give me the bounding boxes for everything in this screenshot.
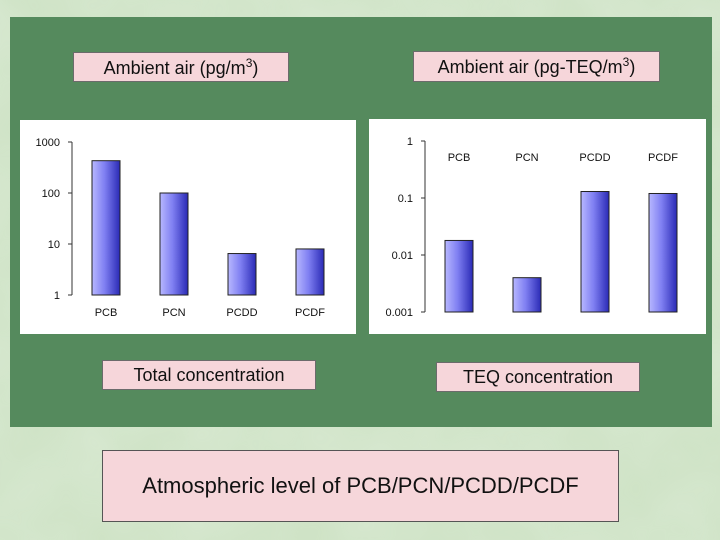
y-tick-label: 10 — [48, 239, 60, 251]
category-label: PCB — [448, 152, 471, 164]
total-concentration-label-text: Total concentration — [133, 364, 285, 385]
y-tick-label: 100 — [42, 188, 60, 200]
superscript-3: 3 — [245, 55, 253, 70]
right-chart-title-text: Ambient air (pg-TEQ/m3) — [437, 55, 636, 77]
y-tick-label: 0.1 — [398, 193, 413, 205]
superscript-3: 3 — [622, 55, 630, 69]
y-tick-label: 1 — [407, 136, 413, 148]
total-concentration-chart: 1 10 100 1000 PCB PCN PCDD PCDF — [20, 120, 356, 334]
bar-pcb — [91, 160, 121, 296]
left-chart-title: Ambient air (pg/m3) — [73, 52, 289, 82]
bar-pcdf — [648, 192, 678, 313]
slide-caption-text: Atmospheric level of PCB/PCN/PCDD/PCDF — [142, 473, 579, 498]
category-label: PCDD — [579, 152, 610, 164]
right-chart-title: Ambient air (pg-TEQ/m3) — [413, 51, 660, 82]
teq-concentration-label: TEQ concentration — [436, 362, 640, 392]
category-label: PCN — [515, 152, 538, 164]
total-concentration-plot: 1 10 100 1000 PCB PCN PCDD PCDF — [36, 137, 326, 319]
teq-concentration-plot: 0.001 0.01 0.1 1 PCB PCN PCDD PCDF — [385, 136, 678, 319]
total-concentration-label: Total concentration — [102, 360, 316, 390]
bar-pcdd — [227, 253, 257, 296]
bar-pcn — [512, 277, 542, 313]
slide-caption: Atmospheric level of PCB/PCN/PCDD/PCDF — [102, 450, 619, 522]
category-label: PCN — [162, 307, 185, 319]
category-label: PCDD — [226, 307, 257, 319]
y-tick-label: 0.001 — [385, 307, 413, 319]
bar-pcdd — [580, 191, 610, 313]
y-tick-label: 0.01 — [392, 250, 413, 262]
y-tick-label: 1000 — [36, 137, 60, 149]
teq-concentration-label-text: TEQ concentration — [462, 366, 614, 387]
category-label: PCDF — [295, 307, 325, 319]
bar-pcb — [444, 239, 474, 313]
category-label: PCB — [95, 307, 118, 319]
bar-pcn — [159, 192, 189, 296]
bar-pcdf — [295, 248, 325, 296]
left-chart-title-text: Ambient air (pg/m3) — [103, 55, 259, 78]
category-label: PCDF — [648, 152, 678, 164]
y-tick-label: 1 — [54, 290, 60, 302]
teq-concentration-chart: 0.001 0.01 0.1 1 PCB PCN PCDD PCDF — [369, 119, 706, 334]
